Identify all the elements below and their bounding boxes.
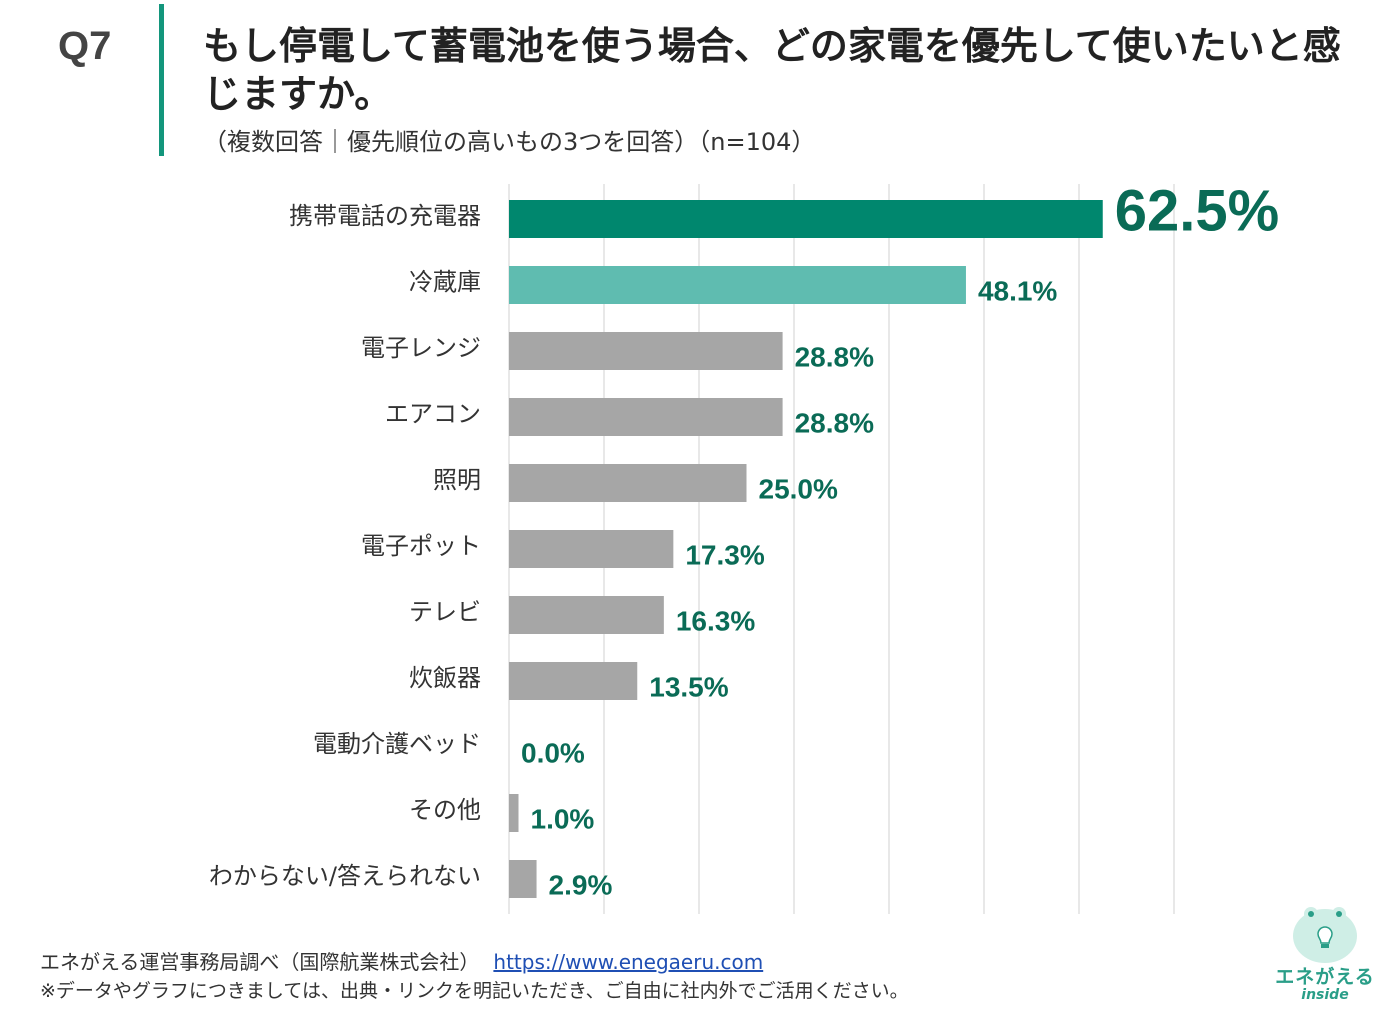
bar bbox=[509, 794, 519, 832]
accent-divider bbox=[159, 4, 164, 156]
category-label: 携帯電話の充電器 bbox=[289, 202, 481, 230]
value-label: 16.3% bbox=[676, 605, 755, 636]
brand-logo: エネがえる inside bbox=[1272, 904, 1378, 1008]
category-label: その他 bbox=[409, 796, 481, 824]
usage-note: ※データやグラフにつきましては、出典・リンクを明記いただき、ご自由に社内外でご活… bbox=[40, 980, 909, 1002]
bar-chart: 携帯電話の充電器 62.5% 冷蔵庫 48.1% 電子レンジ 28.8% エアコン 28.8%… bbox=[209, 178, 1279, 914]
logo-subtext: inside bbox=[1301, 987, 1349, 1003]
bar bbox=[509, 860, 537, 898]
value-label: 1.0% bbox=[531, 803, 595, 834]
bar bbox=[509, 398, 783, 436]
category-label: 冷蔵庫 bbox=[409, 268, 481, 296]
value-label: 0.0% bbox=[521, 737, 585, 768]
bar bbox=[509, 266, 966, 304]
category-label: エアコン bbox=[385, 400, 481, 428]
source-line: エネがえる運営事務局調べ（国際航業株式会社） https://www.enegae… bbox=[40, 946, 763, 975]
page-subtitle: （複数回答｜優先順位の高いもの3つを回答）（n=104） bbox=[203, 128, 816, 156]
bar bbox=[509, 332, 783, 370]
page-title: もし停電して蓄電池を使う場合、どの家電を優先して使いたいと感じますか。 bbox=[203, 24, 1341, 116]
category-label: テレビ bbox=[409, 598, 481, 626]
bar bbox=[509, 464, 747, 502]
frog-lightbulb-icon bbox=[1293, 907, 1357, 963]
value-label: 13.5% bbox=[649, 671, 728, 702]
value-label: 2.9% bbox=[549, 869, 613, 900]
value-label: 48.1% bbox=[978, 275, 1057, 306]
bar bbox=[509, 200, 1103, 238]
source-text: エネがえる運営事務局調べ（国際航業株式会社） bbox=[40, 950, 480, 974]
value-label: 25.0% bbox=[759, 473, 838, 504]
bar bbox=[509, 596, 664, 634]
value-label: 62.5% bbox=[1115, 178, 1279, 243]
category-label: 照明 bbox=[433, 466, 481, 494]
category-label: 電動介護ベッド bbox=[313, 730, 481, 758]
value-label: 28.8% bbox=[795, 341, 874, 372]
question-number: Q7 bbox=[58, 24, 112, 68]
source-link[interactable]: https://www.enegaeru.com bbox=[493, 950, 764, 974]
bar bbox=[509, 530, 674, 568]
logo-name: エネがえる bbox=[1275, 966, 1375, 988]
category-label: 電子レンジ bbox=[361, 334, 481, 362]
bar bbox=[509, 662, 638, 700]
value-label: 17.3% bbox=[685, 539, 764, 570]
category-label: 炊飯器 bbox=[409, 664, 481, 692]
value-label: 28.8% bbox=[795, 407, 874, 438]
category-label: 電子ポット bbox=[361, 532, 481, 560]
category-label: わからない/答えられない bbox=[209, 862, 481, 890]
